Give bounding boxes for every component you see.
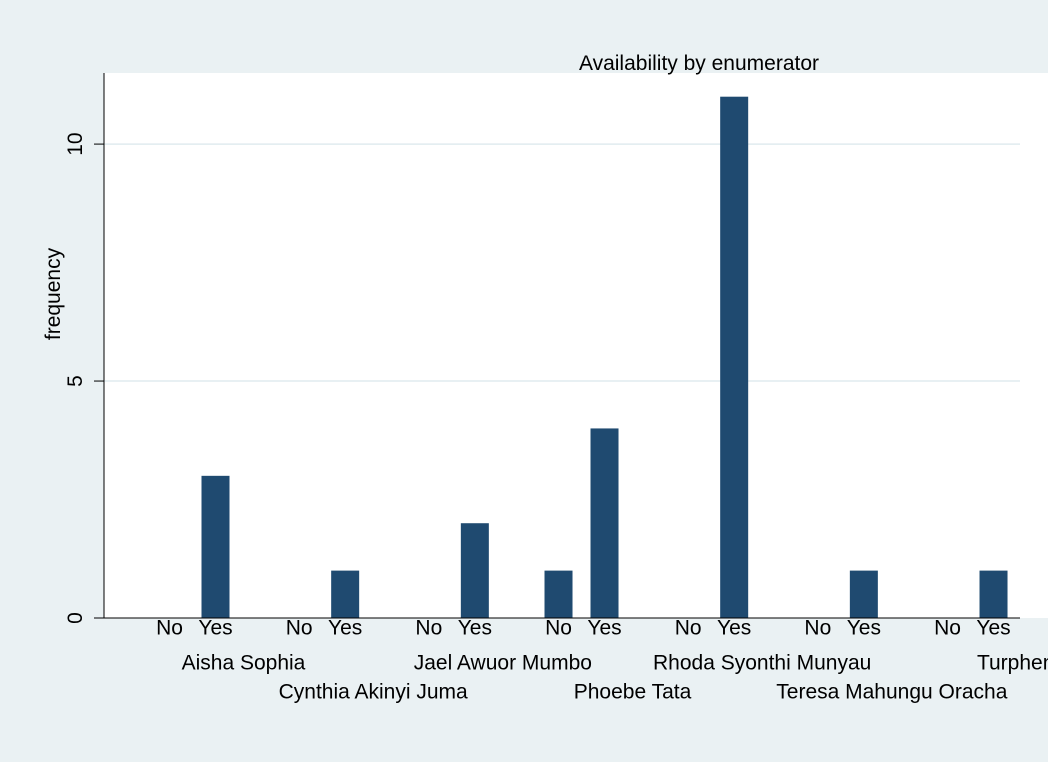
x-subcategory-label: Yes — [198, 617, 232, 640]
gridlines — [104, 143, 1020, 382]
x-subcategory-label: No — [545, 617, 572, 640]
x-subcategory-label: Yes — [587, 617, 621, 640]
bar — [544, 570, 573, 618]
plot-area — [104, 73, 1048, 618]
x-subcategory-label: No — [934, 617, 961, 640]
bar — [979, 570, 1008, 618]
y-tick-label: 0 — [64, 612, 87, 624]
bars — [201, 96, 1008, 618]
x-subcategory-label: No — [415, 617, 442, 640]
bar — [460, 523, 489, 618]
bar — [331, 570, 360, 618]
x-group-labels: Aisha Sophia Cynthia Akinyi Juma Jael Awuo… — [182, 652, 1048, 704]
y-axis-label: frequency — [42, 247, 65, 340]
y-tick-label: 10 — [64, 132, 87, 155]
bar — [590, 428, 619, 618]
x-subcategory-label: No — [286, 617, 313, 640]
x-group-label: Aisha Sophia — [182, 652, 306, 675]
bar — [849, 570, 878, 618]
x-group-label: Turphena — [977, 652, 1048, 675]
bar — [720, 96, 749, 618]
x-subcategory-label: Yes — [717, 617, 751, 640]
x-group-label: Rhoda Syonthi Munyau — [653, 652, 871, 675]
x-group-label: Teresa Mahungu Oracha — [776, 681, 1007, 704]
x-group-label: Cynthia Akinyi Juma — [279, 681, 468, 704]
x-subcategory-label: No — [804, 617, 831, 640]
x-subcategory-label: Yes — [847, 617, 881, 640]
y-tick-label: 5 — [64, 375, 87, 387]
x-group-label: Phoebe Tata — [574, 681, 692, 704]
x-group-label: Jael Awuor Mumbo — [414, 652, 592, 675]
chart-title: Availability by enumerator — [579, 52, 819, 75]
x-subcategory-label: Yes — [458, 617, 492, 640]
y-ticks: 0 5 10 — [64, 132, 104, 624]
x-subcategory-label: Yes — [328, 617, 362, 640]
x-subcategory-label: No — [156, 617, 183, 640]
x-subcategory-labels: No Yes No Yes No Yes No Yes No Yes No Yes No Yes — [156, 617, 1011, 640]
x-subcategory-label: Yes — [976, 617, 1010, 640]
bar — [201, 475, 230, 618]
x-subcategory-label: No — [675, 617, 702, 640]
